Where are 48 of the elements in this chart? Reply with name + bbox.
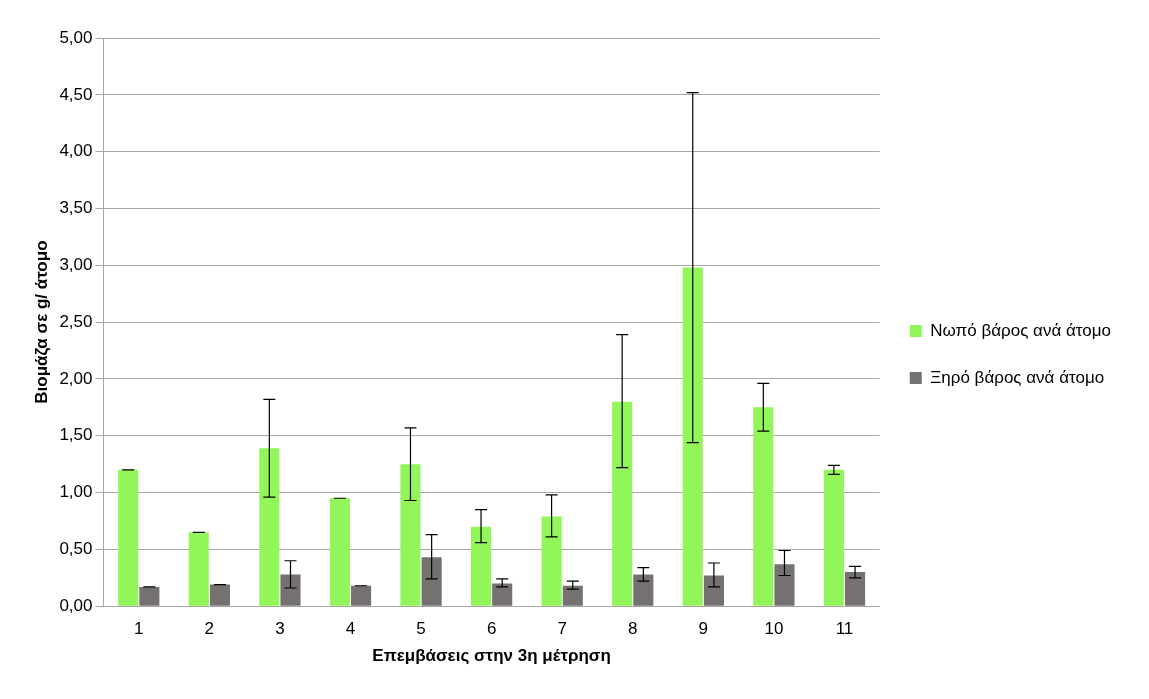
bar <box>259 448 280 606</box>
y-tick-label: 1,50 <box>59 425 93 445</box>
bar <box>845 572 866 606</box>
x-tick-label: 10 <box>764 619 784 639</box>
x-tick-label: 9 <box>698 619 709 639</box>
x-tick-label: 1 <box>134 619 144 639</box>
y-tick-label: 0,50 <box>59 539 93 559</box>
bar <box>209 584 230 606</box>
x-tick-label: 3 <box>275 619 285 639</box>
bar <box>188 532 209 606</box>
y-tick-label: 2,50 <box>59 311 93 331</box>
bar <box>118 469 139 606</box>
bar <box>774 564 795 606</box>
bar <box>329 498 350 606</box>
x-tick-label: 6 <box>486 619 497 639</box>
bar <box>470 526 492 606</box>
bar <box>400 464 421 606</box>
y-tick-label: 1,00 <box>59 482 93 502</box>
x-tick-label: 8 <box>628 619 638 639</box>
x-tick-label: 5 <box>416 619 426 639</box>
x-tick-label: 11 <box>835 619 854 639</box>
y-tick-label: 3,00 <box>59 254 93 274</box>
bar <box>562 585 583 606</box>
y-tick-label: 4,00 <box>59 141 93 161</box>
x-tick-label: 7 <box>557 619 567 639</box>
y-tick-label: 5,00 <box>59 27 93 47</box>
bar <box>351 585 372 606</box>
bar <box>703 575 724 606</box>
bar <box>612 401 633 606</box>
bar <box>633 574 654 606</box>
y-axis-title: Βιομάζα σε g/ άτομο <box>31 240 51 404</box>
legend-label: Νωπό βάρος ανά άτομο <box>930 320 1111 340</box>
y-tick-label: 0,00 <box>59 595 93 615</box>
x-axis-title: Επεμβάσεις στην 3η μέτρηση <box>372 646 611 666</box>
y-tick-label: 3,50 <box>59 198 93 218</box>
y-tick-label: 2,00 <box>59 368 93 388</box>
bar <box>753 407 774 606</box>
bar <box>823 469 844 606</box>
bar <box>541 516 562 606</box>
legend-label: Ξηρό βάρος ανά άτομο <box>930 367 1105 387</box>
bar <box>421 557 442 606</box>
y-tick-label: 4,50 <box>59 84 93 104</box>
bar <box>139 586 160 606</box>
bar <box>280 574 301 606</box>
x-tick-label: 4 <box>345 619 356 639</box>
bar <box>492 583 513 606</box>
bar <box>682 267 703 606</box>
x-tick-label: 2 <box>204 619 215 639</box>
